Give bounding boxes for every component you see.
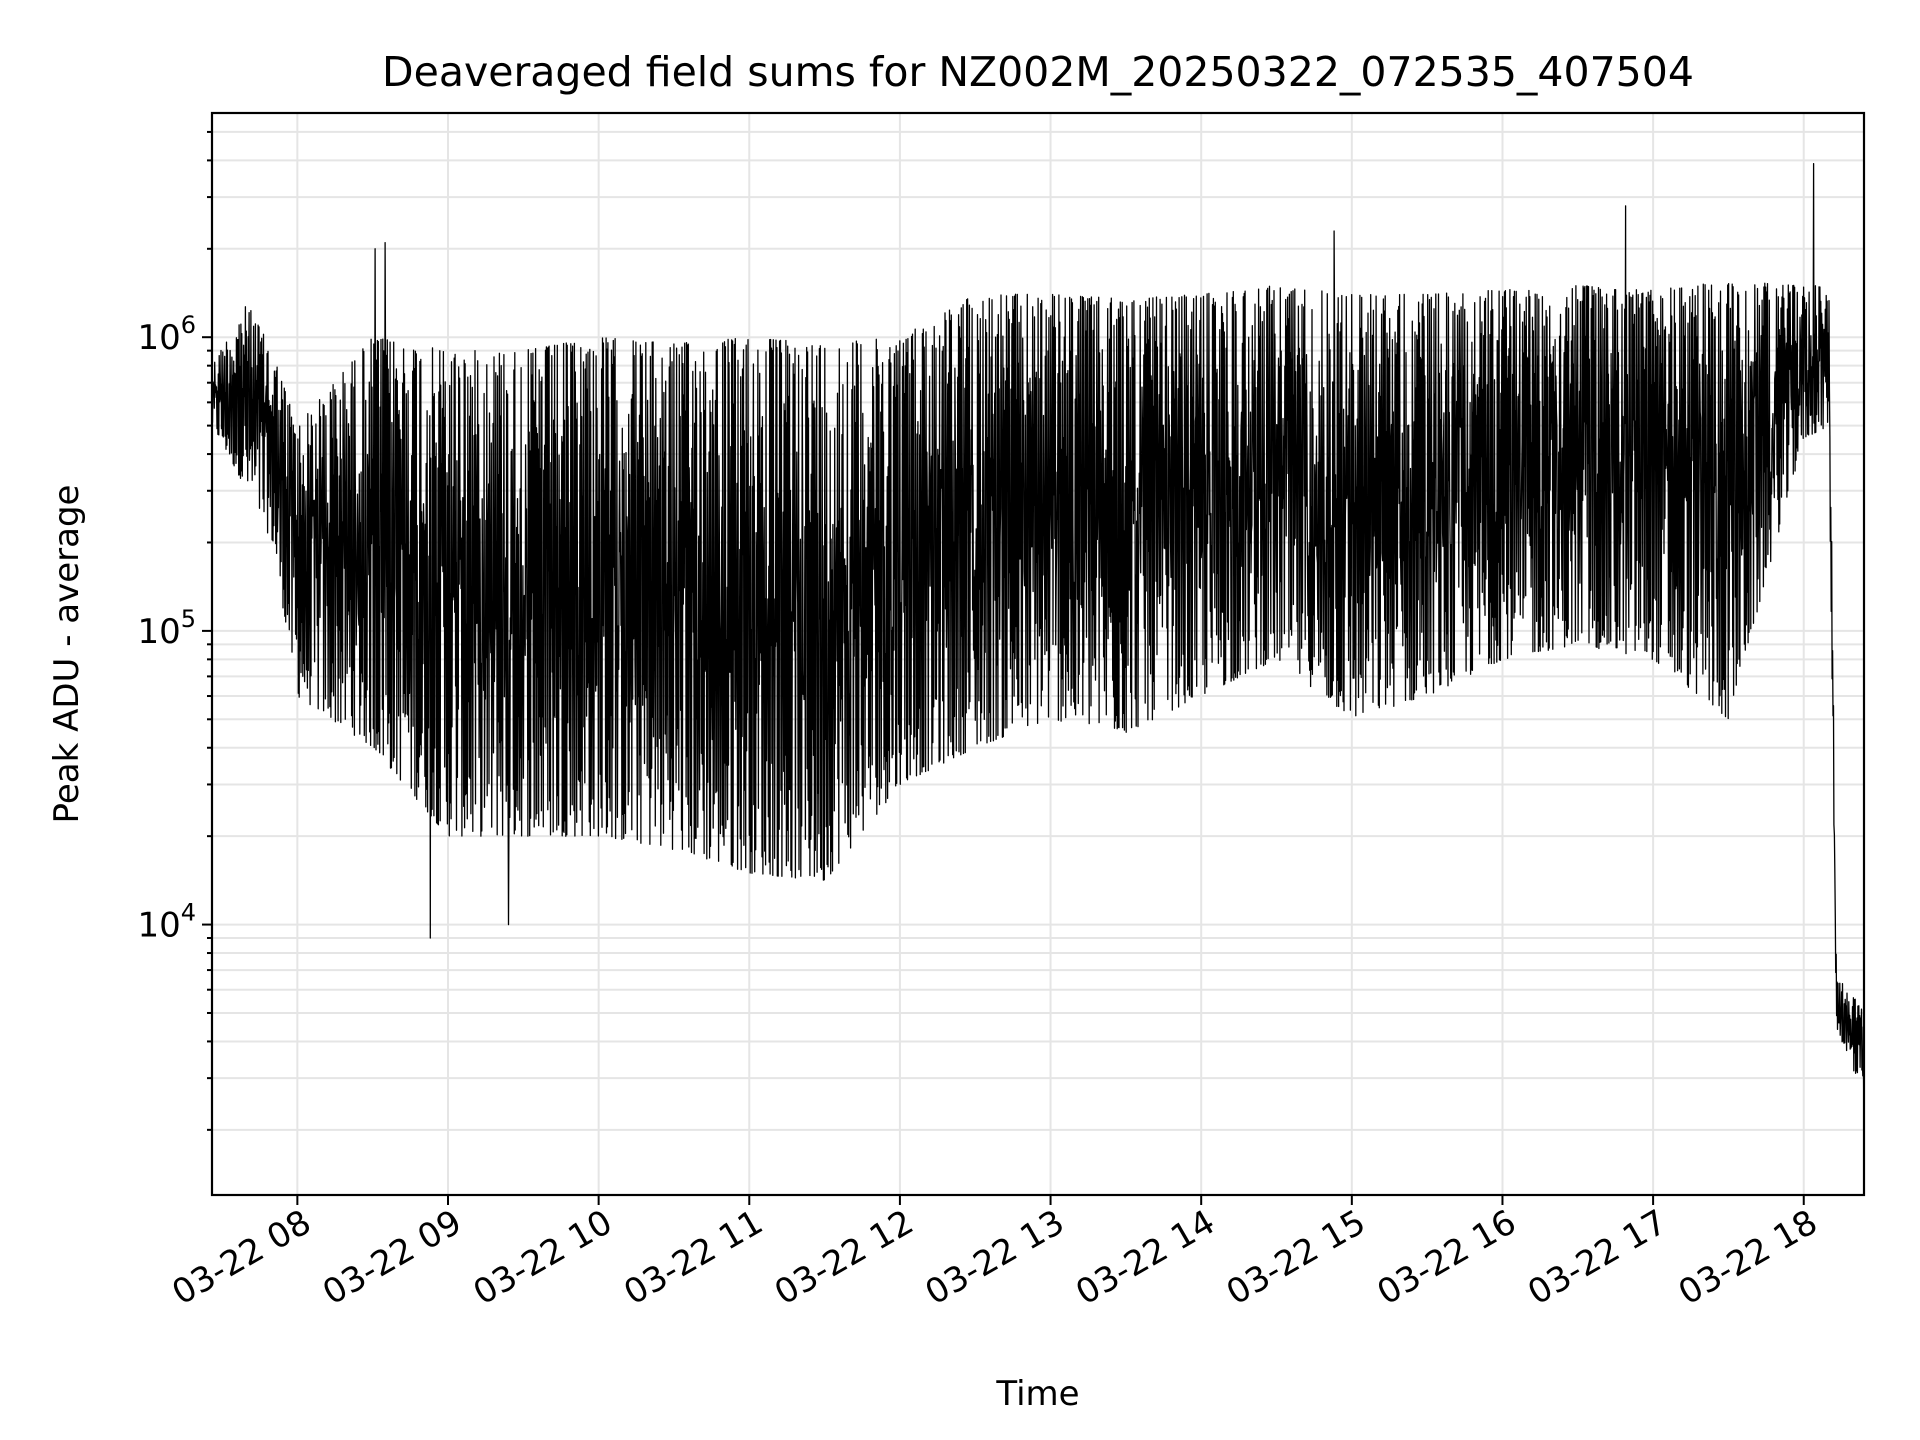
- y-tick-label: 104: [137, 899, 196, 946]
- plot-frame: [210, 111, 1866, 1197]
- series-line: [212, 162, 1864, 1097]
- series-line-group: [212, 162, 1864, 1097]
- x-axis-label: Time: [995, 1374, 1079, 1414]
- y-axis-label: Peak ADU - average: [47, 485, 87, 824]
- y-tick-label: 105: [137, 605, 196, 652]
- chart-title: Deaveraged field sums for NZ002M_2025032…: [382, 48, 1694, 96]
- y-tick-label: 106: [137, 311, 196, 358]
